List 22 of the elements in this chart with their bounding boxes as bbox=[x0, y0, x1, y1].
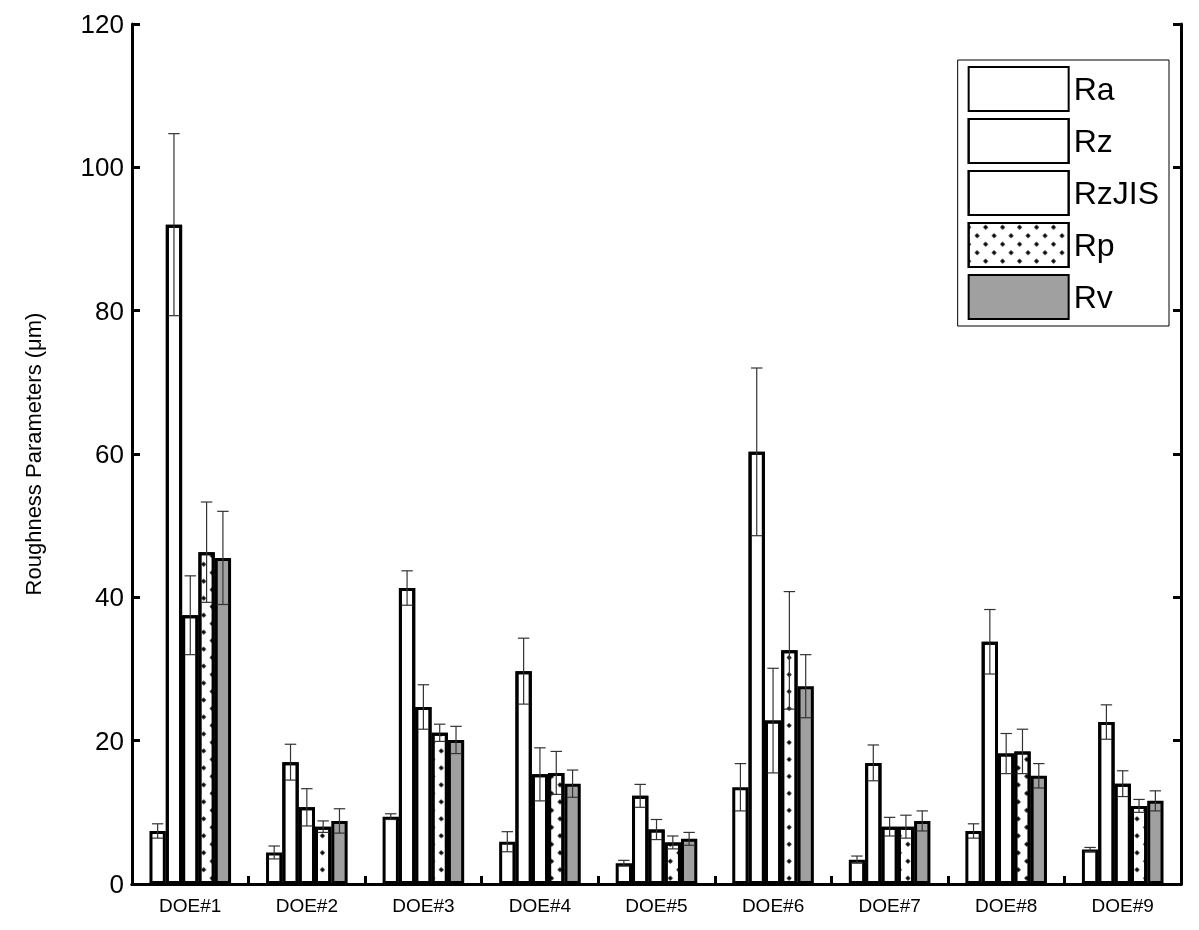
y-tick-label: 20 bbox=[95, 725, 124, 756]
x-tick-label: DOE#8 bbox=[975, 895, 1038, 916]
y-tick-label: 80 bbox=[95, 295, 124, 326]
legend-label: Rz bbox=[1073, 123, 1113, 159]
y-tick-label: 100 bbox=[80, 152, 124, 183]
x-tick-label: DOE#7 bbox=[858, 895, 921, 916]
y-axis-title: Roughness Parameters (μm) bbox=[20, 312, 46, 596]
y-tick-label: 120 bbox=[80, 9, 124, 39]
x-tick-label: DOE#5 bbox=[625, 895, 688, 916]
legend-label: Ra bbox=[1073, 71, 1115, 107]
y-tick-label: 0 bbox=[109, 869, 124, 899]
y-tick-label: 40 bbox=[95, 582, 124, 613]
x-tick-label: DOE#2 bbox=[275, 895, 338, 916]
x-tick-label: DOE#6 bbox=[741, 895, 805, 916]
x-tick-label: DOE#1 bbox=[159, 895, 222, 916]
legend-label: Rp bbox=[1073, 227, 1115, 263]
x-tick-label: DOE#4 bbox=[508, 895, 572, 916]
legend-label: Rv bbox=[1073, 279, 1113, 315]
x-tick-label: DOE#3 bbox=[392, 895, 455, 916]
x-tick-label: DOE#9 bbox=[1091, 895, 1154, 916]
y-tick-label: 60 bbox=[95, 439, 124, 469]
legend-label: RzJIS bbox=[1073, 175, 1159, 211]
